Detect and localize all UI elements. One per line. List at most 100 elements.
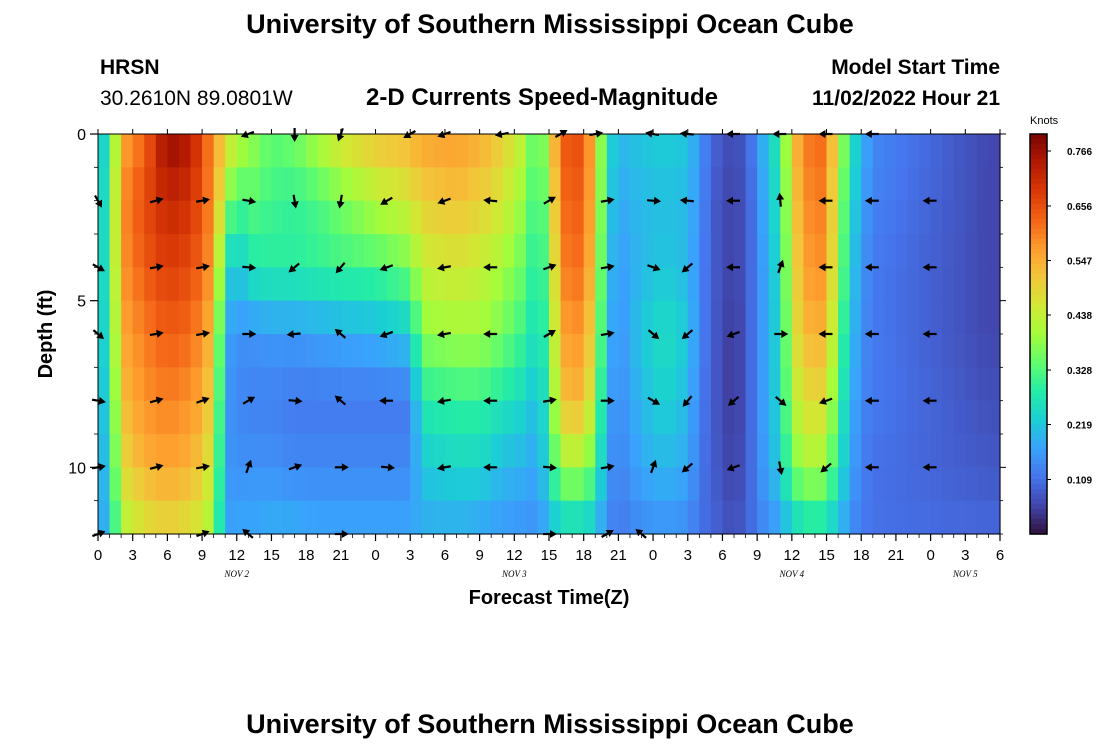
heatmap-cell: [213, 500, 226, 535]
current-arrow-head: [635, 528, 644, 537]
current-arrow: [922, 196, 937, 205]
heatmap-cell: [167, 134, 180, 168]
heatmap-cell: [433, 200, 446, 235]
heatmap-cell: [606, 167, 619, 202]
heatmap-cell: [317, 367, 330, 402]
current-arrow-head: [294, 463, 303, 471]
heatmap-cell: [930, 267, 943, 302]
heatmap-cell: [560, 467, 573, 502]
heatmap-cell: [745, 200, 758, 235]
heatmap-cell: [965, 134, 978, 168]
heatmap-cell: [768, 200, 781, 235]
heatmap-cell: [190, 234, 203, 268]
heatmap-cell: [190, 400, 203, 435]
heatmap-cell: [410, 367, 423, 402]
current-arrow: [336, 194, 345, 209]
heatmap-cell: [699, 267, 712, 302]
heatmap-cell: [317, 434, 330, 468]
heatmap-cell: [294, 234, 307, 268]
heatmap-cell: [456, 167, 469, 202]
heatmap-cell: [930, 400, 943, 435]
current-arrow: [403, 130, 416, 138]
heatmap-cell: [306, 134, 319, 168]
heatmap-cell: [306, 500, 319, 535]
heatmap-cell: [664, 334, 677, 368]
current-arrow-head: [818, 397, 827, 405]
heatmap-cell: [618, 434, 631, 468]
heatmap-cell: [178, 367, 192, 402]
heatmap-cell: [514, 234, 527, 268]
heatmap-cell: [560, 500, 573, 535]
heatmap-cell: [121, 434, 134, 468]
heatmap-cell: [803, 300, 816, 335]
heatmap-cell: [456, 234, 469, 268]
heatmap-cell: [722, 334, 735, 368]
colorbar-segment: [1030, 459, 1047, 465]
current-arrow-head: [727, 398, 736, 406]
heatmap-cell: [468, 367, 481, 402]
heatmap-cell: [271, 334, 284, 368]
heatmap-cell: [734, 267, 747, 302]
heatmap-cell: [664, 467, 677, 502]
current-arrow-head: [922, 263, 930, 272]
heatmap-cell: [884, 367, 897, 402]
current-arrow: [726, 263, 740, 272]
current-arrow: [437, 330, 451, 339]
colorbar-segment: [1030, 499, 1047, 505]
heatmap-cell: [572, 367, 585, 402]
heatmap-cell: [444, 367, 458, 402]
heatmap-cell: [930, 234, 943, 268]
heatmap-cell: [803, 367, 816, 402]
heatmap-cell: [167, 400, 180, 435]
heatmap-cell: [942, 367, 955, 402]
heatmap-cell: [595, 467, 608, 502]
current-arrow-head: [379, 396, 387, 405]
current-arrow-head: [776, 192, 785, 201]
heatmap-cell: [271, 267, 284, 302]
heatmap-cell: [872, 167, 885, 202]
heatmap-cell: [387, 200, 400, 235]
heatmap-cell: [271, 134, 284, 168]
x-tick-label: 12: [506, 547, 523, 564]
current-arrow-head: [334, 395, 343, 404]
heatmap-cell: [491, 434, 504, 468]
heatmap-cell: [757, 200, 770, 235]
current-arrow: [92, 263, 105, 272]
heatmap-cell: [155, 300, 168, 335]
heatmap-cell: [595, 367, 608, 402]
heatmap-cell: [525, 434, 539, 468]
heatmap-cell: [953, 400, 966, 435]
heatmap-cell: [757, 267, 770, 302]
heatmap-cell: [872, 367, 885, 402]
current-arrow: [922, 463, 937, 472]
heatmap-cell: [248, 467, 261, 502]
heatmap-cell: [248, 267, 261, 302]
current-arrow: [381, 463, 396, 472]
heatmap-cell: [768, 467, 781, 502]
heatmap-cell: [190, 367, 203, 402]
heatmap-cell: [398, 467, 411, 502]
heatmap-cell: [895, 300, 909, 335]
heatmap-cell: [98, 400, 111, 435]
heatmap-cell: [387, 267, 400, 302]
heatmap-cell: [641, 134, 654, 168]
heatmap-cell: [861, 434, 874, 468]
heatmap-cell: [838, 434, 851, 468]
heatmap-cell: [965, 300, 978, 335]
heatmap-cell: [861, 134, 874, 168]
x-date-label: NOV 3: [501, 569, 527, 579]
heatmap-cell: [988, 367, 1001, 402]
heatmap-cell: [317, 300, 330, 335]
heatmap-cell: [329, 367, 342, 402]
heatmap-cell: [629, 434, 643, 468]
heatmap-cell: [329, 200, 342, 235]
current-arrow: [196, 463, 210, 472]
heatmap-cell: [352, 434, 365, 468]
heatmap-cell: [144, 467, 157, 502]
heatmap-cell: [907, 200, 920, 235]
heatmap-cell: [444, 434, 458, 468]
heatmap-cell: [121, 467, 134, 502]
heatmap-cell: [109, 500, 122, 535]
heatmap-cell: [283, 500, 296, 535]
current-arrow: [647, 396, 661, 405]
